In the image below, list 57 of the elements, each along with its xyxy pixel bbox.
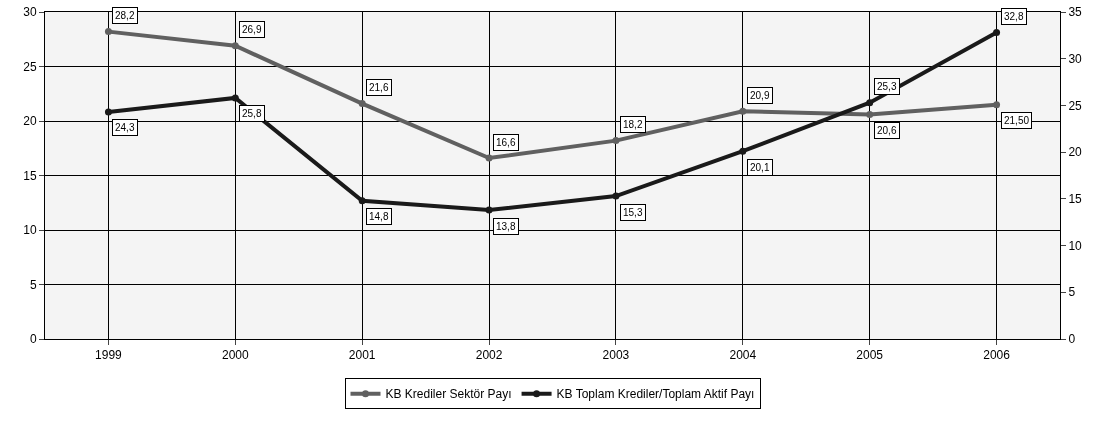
point <box>231 94 239 102</box>
point <box>993 29 1001 37</box>
x-tick-label: 2002 <box>475 348 503 363</box>
data-label: 25,8 <box>242 108 262 119</box>
point <box>485 206 493 214</box>
point <box>104 28 112 36</box>
x-tick-label: 2001 <box>348 348 376 363</box>
data-label: 18,2 <box>623 119 643 130</box>
data-label: 26,9 <box>242 24 262 35</box>
point <box>485 154 493 162</box>
point <box>612 137 620 145</box>
point <box>612 192 620 200</box>
y2-tick-label: 5 <box>1068 285 1076 300</box>
data-label: 25,3 <box>877 81 897 92</box>
point <box>866 110 874 118</box>
y-tick-label: 20 <box>23 114 37 129</box>
x-tick-label: 2000 <box>221 348 249 363</box>
point <box>104 108 112 116</box>
data-label: 15,3 <box>623 207 643 218</box>
y-tick-label: 15 <box>23 168 37 183</box>
data-label: 14,8 <box>369 211 389 222</box>
y2-tick-label: 10 <box>1068 238 1083 253</box>
y2-tick-label: 0 <box>1068 332 1076 347</box>
x-tick-label: 1999 <box>95 348 123 363</box>
point <box>231 42 239 50</box>
point <box>739 107 747 115</box>
x-tick-label: 2004 <box>729 348 757 363</box>
data-label: 13,8 <box>496 221 516 232</box>
data-label: 20,6 <box>877 125 897 136</box>
y-tick-label: 10 <box>23 223 37 238</box>
data-label: 21,6 <box>369 82 389 93</box>
data-label: 20,9 <box>750 90 770 101</box>
data-label: 32,8 <box>1004 11 1024 22</box>
point <box>866 99 874 107</box>
data-label: 21,50 <box>1004 115 1030 126</box>
point <box>358 100 366 108</box>
legend-label: KB Toplam Krediler/Toplam Aktif Payı <box>556 387 755 402</box>
y-tick-label: 0 <box>29 332 37 347</box>
y-tick-label: 25 <box>23 59 37 74</box>
y-tick-label: 30 <box>23 5 37 20</box>
y2-tick-label: 20 <box>1068 145 1083 160</box>
point <box>358 197 366 205</box>
point <box>739 147 747 155</box>
x-tick-label: 2005 <box>856 348 884 363</box>
y2-tick-label: 15 <box>1068 192 1083 207</box>
y-tick-label: 5 <box>29 277 37 292</box>
y2-tick-label: 35 <box>1068 5 1083 20</box>
y2-tick-label: 25 <box>1068 98 1083 113</box>
x-tick-label: 2006 <box>983 348 1011 363</box>
data-label: 24,3 <box>115 122 135 133</box>
point <box>993 101 1001 109</box>
y2-tick-label: 30 <box>1068 51 1083 66</box>
data-label: 20,1 <box>750 162 770 173</box>
data-label: 28,2 <box>115 10 135 21</box>
data-label: 16,6 <box>496 137 516 148</box>
legend-label: KB Krediler Sektör Payı <box>385 387 512 402</box>
x-tick-label: 2003 <box>602 348 630 363</box>
